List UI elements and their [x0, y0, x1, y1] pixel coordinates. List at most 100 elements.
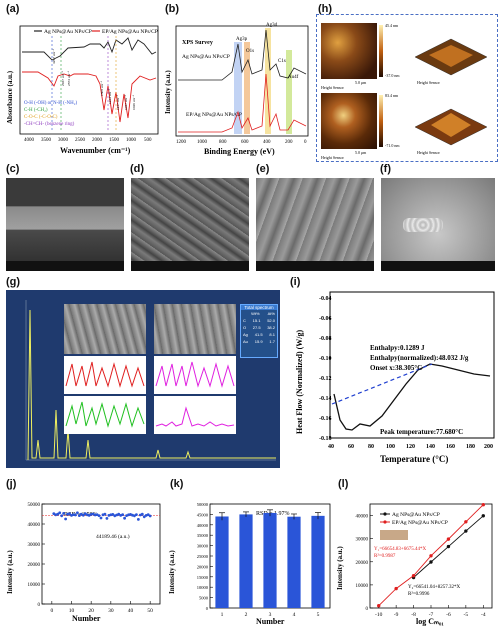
panel-label-j: (j) — [6, 478, 17, 490]
afm-cb2-bot: -71.0 nm — [385, 143, 400, 148]
y-tick-label: 30000 — [197, 544, 209, 549]
data-point — [481, 514, 485, 518]
data-point — [446, 537, 451, 541]
eds-linescan-magenta-1 — [154, 356, 236, 394]
panel-label-e: (e) — [256, 163, 270, 175]
data-point — [68, 512, 71, 516]
xps-xtick-0: 1200 — [176, 140, 187, 145]
ftir-peak-2: 2937 cm⁻¹ — [61, 71, 65, 86]
y-tick-label: 45000 — [197, 512, 209, 517]
x-tick-label: 20 — [88, 608, 94, 614]
panel-label-k: (k) — [170, 478, 184, 490]
bar — [287, 516, 301, 608]
ftir-xtick-0: 4000 — [24, 138, 35, 143]
k-xlabel: Number — [256, 617, 285, 626]
dsc-ylabel: Heat Flow (Normalized) (W/g) — [295, 329, 304, 434]
x-tick-label: -7 — [429, 612, 434, 618]
data-point — [81, 513, 85, 517]
y-tick-label: 25000 — [197, 554, 209, 559]
ftir-band-4: -CH=CH- (benzene ring) — [24, 122, 75, 127]
y-tick-label: 20000 — [356, 561, 369, 566]
x-tick-label: -4 — [481, 612, 486, 618]
afm-3d-2 — [414, 108, 488, 146]
panel-label-f: (f) — [380, 163, 391, 175]
dsc-ytick-0: -0.04 — [319, 296, 332, 302]
ftir-legend-1: Ag NPs@Au NPs/CP — [44, 29, 92, 35]
x-tick-label: -5 — [464, 612, 469, 618]
dsc-xlabel: Temperature (°C) — [380, 454, 448, 464]
dsc-enthalpy-norm: Enthalpy(normalized):48.032 J/g — [370, 354, 469, 362]
y-tick-label: 50000 — [28, 503, 41, 508]
panel-label-c: (c) — [6, 163, 20, 175]
k-ylabel: Intensity (a.u.) — [168, 550, 176, 594]
x-tick-label: -9 — [394, 612, 399, 618]
afm-colorbar-1 — [379, 25, 383, 77]
x-tick-label: 2 — [245, 612, 248, 618]
dsc-ytick-5: -0.14 — [319, 396, 332, 402]
y-tick-label: 0 — [38, 603, 41, 608]
xps-series-1: Ag NPs@Au NPs/CP — [182, 54, 230, 60]
eds-table-row: Au 15.9 1.7 — [243, 339, 275, 344]
dsc-ytick-4: -0.12 — [319, 376, 332, 382]
x-tick-label: 1 — [221, 612, 224, 618]
dsc-ytick-3: -0.10 — [319, 356, 332, 362]
j-xlabel: Number — [72, 614, 101, 623]
data-point — [136, 518, 140, 521]
x-tick-label: -10 — [375, 612, 383, 618]
eds-table-row: Ag 41.5 8.1 — [243, 332, 275, 337]
dsc-xtick-6: 160 — [446, 444, 455, 450]
ftir-band-1: O-H (-OH) or N-H (-NH₂) — [24, 101, 77, 106]
sem-infobar-c — [6, 261, 124, 271]
panel-label-i: (i) — [290, 276, 301, 288]
data-point — [377, 603, 381, 608]
x-tick-label: -8 — [411, 612, 416, 618]
dsc-chart: Enthalpy:0.1289 J Enthalpy(normalized):4… — [295, 291, 495, 464]
eds-spectrum — [25, 300, 276, 461]
xps-title: XPS Survey — [182, 40, 213, 46]
xps-peak-ag3p: Ag3p — [236, 37, 248, 42]
panel-label-b: (b) — [165, 3, 180, 15]
data-point — [77, 514, 81, 517]
afm-panel: 45.4 nm -37.0 nm 5.0 μm Height Sensor He… — [316, 14, 498, 162]
j-ylabel: Intensity (a.u.) — [6, 550, 14, 594]
data-point — [135, 513, 138, 516]
data-point — [411, 573, 416, 578]
data-point — [111, 513, 115, 516]
afm-sensor-2: Height Sensor — [417, 80, 440, 85]
bar — [215, 516, 229, 608]
y-tick-label: 30000 — [28, 543, 41, 548]
x-tick-label: 3 — [269, 612, 272, 618]
data-point — [60, 514, 64, 518]
eds-table: Total spectrum Wt% At% C 15.1 52.0 O 27.5 38.… — [240, 304, 278, 358]
data-point — [429, 554, 433, 558]
xps-xtick-4: 400 — [263, 140, 271, 145]
dsc-xtick-8: 200 — [484, 444, 493, 450]
ftir-xtick-5: 1500 — [109, 138, 120, 143]
sem-image-c — [6, 178, 124, 271]
afm-sensor-4: Height Sensor — [417, 150, 440, 155]
dsc-ytick-6: -0.16 — [319, 416, 332, 422]
sem-image-f — [381, 178, 495, 271]
panel-label-g: (g) — [6, 276, 21, 288]
data-point — [64, 517, 67, 521]
y-tick-label: 10000 — [197, 585, 209, 590]
xps-ylabel: Intensity (a.u.) — [164, 70, 172, 114]
eds-panel: Total spectrum Wt% At% C 15.1 52.0 O 27.5 38.… — [6, 290, 280, 468]
repeatability-scatter-chart: RSD = 3.59% 44189.46 (a.u.) Number Inten… — [6, 503, 161, 623]
data-point — [464, 520, 468, 524]
l-xlabel: log Cₘ₀₁ — [416, 617, 444, 626]
dsc-xtick-3: 100 — [386, 444, 395, 450]
l-eq1: Y₁=66654.83+6675.44*X — [374, 547, 426, 552]
y-tick-label: 50000 — [197, 502, 209, 507]
eds-sem-1 — [64, 304, 146, 354]
xps-xtick-3: 600 — [241, 140, 249, 145]
data-point — [58, 511, 62, 515]
ftir-ylabel: Absorbance (a.u.) — [6, 70, 14, 124]
y-tick-label: 20000 — [197, 564, 209, 569]
dsc-xtick-2: 80 — [368, 444, 374, 450]
data-point — [446, 544, 451, 549]
afm-image-2 — [321, 93, 377, 149]
y-tick-label: 10000 — [28, 583, 41, 588]
afm-sensor-1: Height Sensor — [321, 85, 344, 90]
ftir-xtick-1: 3500 — [41, 138, 52, 143]
